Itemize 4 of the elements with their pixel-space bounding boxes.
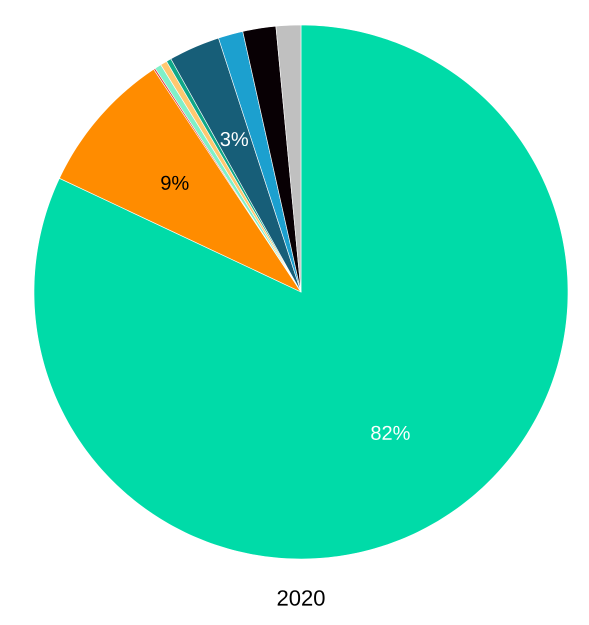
data-label: 3% <box>220 132 248 146</box>
data-label: 9% <box>161 176 189 190</box>
data-label: 82% <box>371 426 410 440</box>
text: 2020 <box>278 590 325 606</box>
